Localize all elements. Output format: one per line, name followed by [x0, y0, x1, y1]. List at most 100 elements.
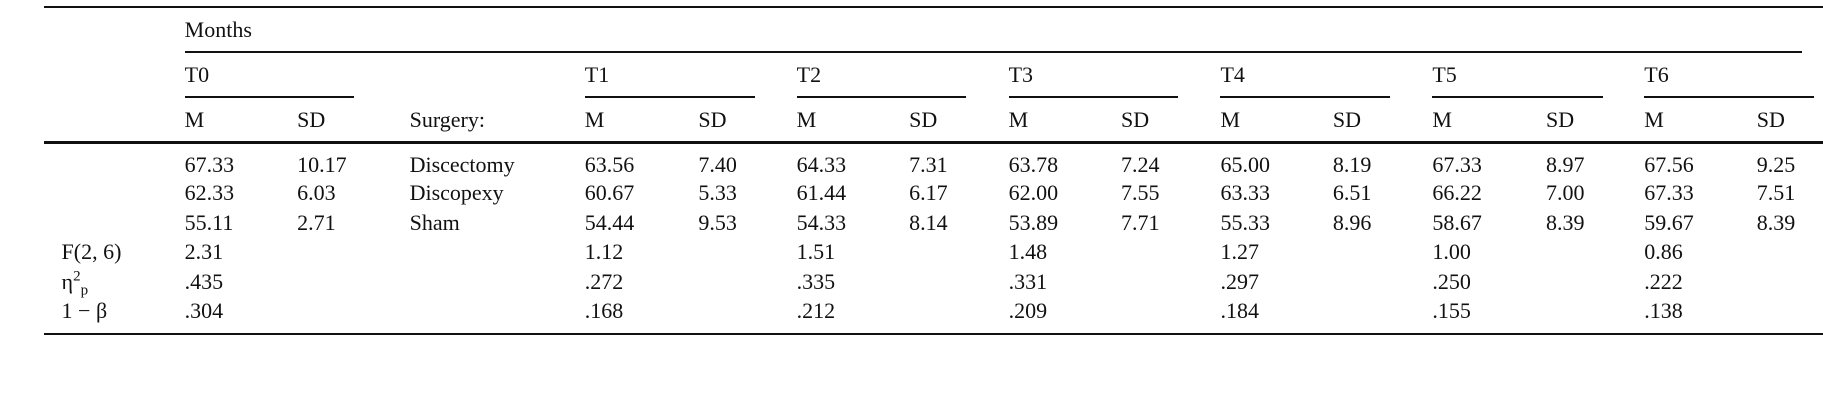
- surgery-name: Sham: [409, 209, 460, 235]
- stat-label-sup: 2: [73, 268, 81, 285]
- mean-value: 67.33: [1432, 151, 1482, 177]
- mean-value: 67.33: [1644, 179, 1694, 205]
- stat-value: .272: [584, 268, 624, 294]
- mean-header: M: [1008, 106, 1029, 132]
- mean-value: 54.44: [584, 209, 635, 235]
- stat-label: η2p: [61, 268, 89, 298]
- sd-value: 8.96: [1332, 209, 1372, 235]
- stat-label-sub: p: [80, 282, 89, 299]
- mean-header: M: [1432, 106, 1452, 132]
- mean-value: 62.00: [1008, 179, 1059, 205]
- mean-value: 66.22: [1432, 179, 1482, 205]
- stat-value: .138: [1644, 298, 1683, 324]
- sd-value: 7.24: [1121, 151, 1160, 177]
- time-underline: [584, 95, 756, 98]
- time-underline: [1008, 95, 1178, 98]
- mean-value: 63.33: [1220, 179, 1270, 205]
- time-header: T1: [584, 61, 610, 87]
- rule-bottom: [43, 332, 1823, 335]
- time-header: T5: [1432, 61, 1457, 87]
- time-underline: [184, 95, 354, 98]
- sd-header: SD: [297, 106, 326, 132]
- mean-value: 54.33: [796, 209, 847, 235]
- stat-value: .435: [184, 268, 224, 294]
- stat-value: 1.51: [796, 239, 836, 265]
- rule-header: [43, 140, 1823, 144]
- sd-value: 7.51: [1756, 179, 1796, 205]
- sd-header: SD: [1121, 106, 1150, 132]
- mean-value: 63.78: [1008, 151, 1059, 177]
- stat-label: 1 − β: [61, 298, 108, 324]
- mean-header: M: [1220, 106, 1241, 132]
- mean-value: 67.33: [184, 151, 235, 177]
- stat-value: .222: [1644, 268, 1683, 294]
- time-underline: [1220, 95, 1390, 98]
- rule-top: [43, 5, 1823, 8]
- stat-value: 1.27: [1220, 239, 1259, 265]
- time-header: T0: [184, 61, 210, 87]
- mean-header: M: [1644, 106, 1664, 132]
- sd-value: 8.39: [1756, 209, 1796, 235]
- stat-label: F(2, 6): [61, 239, 122, 265]
- sd-value: 8.19: [1332, 151, 1372, 177]
- stat-value: .212: [796, 298, 836, 324]
- group-header: Months: [184, 16, 252, 42]
- stat-value: .297: [1220, 268, 1259, 294]
- stat-value: .184: [1220, 298, 1259, 324]
- mean-value: 62.33: [184, 179, 235, 205]
- time-header: T6: [1644, 61, 1669, 87]
- mean-value: 61.44: [796, 179, 847, 205]
- sd-value: 8.97: [1545, 151, 1585, 177]
- stat-value: 1.00: [1432, 239, 1471, 265]
- sd-value: 9.53: [698, 209, 737, 235]
- stat-value: .335: [796, 268, 836, 294]
- sd-header: SD: [698, 106, 727, 132]
- stat-value: .331: [1008, 268, 1048, 294]
- sd-value: 8.39: [1545, 209, 1585, 235]
- sd-value: 9.25: [1756, 151, 1796, 177]
- sd-value: 10.17: [297, 151, 347, 177]
- mean-header: M: [796, 106, 817, 132]
- mean-value: 67.56: [1644, 151, 1694, 177]
- mean-header: M: [184, 106, 205, 132]
- stat-value: 1.12: [584, 239, 624, 265]
- mean-value: 60.67: [584, 179, 635, 205]
- stat-value: .304: [184, 298, 224, 324]
- sd-value: 6.17: [909, 179, 948, 205]
- surgery-name: Discopexy: [409, 179, 504, 205]
- sd-value: 7.40: [698, 151, 737, 177]
- sd-header: SD: [1332, 106, 1362, 132]
- stat-value: 0.86: [1644, 239, 1683, 265]
- sd-value: 8.14: [909, 209, 948, 235]
- surgery-name: Discectomy: [409, 151, 515, 177]
- mean-value: 55.11: [184, 209, 234, 235]
- sd-value: 2.71: [297, 209, 336, 235]
- time-underline: [1432, 95, 1603, 98]
- stat-value: .155: [1432, 298, 1471, 324]
- sd-value: 6.03: [297, 179, 336, 205]
- time-header: T3: [1008, 61, 1034, 87]
- mean-header: M: [584, 106, 605, 132]
- stat-value: .209: [1008, 298, 1048, 324]
- sd-header: SD: [1545, 106, 1575, 132]
- mean-value: 53.89: [1008, 209, 1059, 235]
- surgery-header: Surgery:: [409, 106, 485, 132]
- stat-value: .168: [584, 298, 624, 324]
- sd-value: 7.55: [1121, 179, 1160, 205]
- mean-value: 65.00: [1220, 151, 1270, 177]
- sd-header: SD: [909, 106, 938, 132]
- mean-value: 58.67: [1432, 209, 1482, 235]
- sd-value: 6.51: [1332, 179, 1372, 205]
- time-header: T4: [1220, 61, 1245, 87]
- mean-value: 64.33: [796, 151, 847, 177]
- time-header: T2: [796, 61, 822, 87]
- mean-value: 59.67: [1644, 209, 1694, 235]
- sd-header: SD: [1756, 106, 1785, 132]
- stat-value: 1.48: [1008, 239, 1048, 265]
- rule-months: [184, 50, 1802, 53]
- stat-label-base: η: [61, 268, 74, 294]
- time-underline: [1644, 95, 1814, 98]
- sd-value: 7.31: [909, 151, 948, 177]
- mean-value: 63.56: [584, 151, 635, 177]
